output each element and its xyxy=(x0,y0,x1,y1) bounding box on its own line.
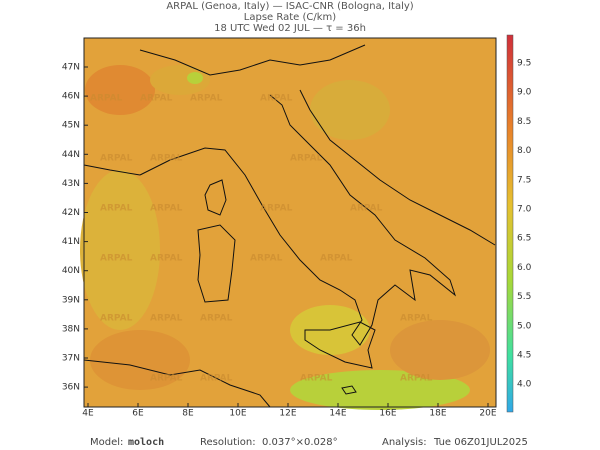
header-line: 18 UTC Wed 02 JUL — τ = 36h xyxy=(214,23,366,34)
field-patch xyxy=(310,80,390,140)
watermark: ARPAL xyxy=(100,254,133,264)
field-patch xyxy=(187,72,203,84)
watermark: ARPAL xyxy=(150,374,183,384)
lat-label: 41N xyxy=(62,237,80,247)
watermark: ARPAL xyxy=(260,94,293,104)
coast-africa xyxy=(83,359,271,408)
lon-label: 16E xyxy=(379,409,396,419)
coast-balkan xyxy=(299,89,496,246)
footer-value: moloch xyxy=(128,437,164,448)
colorbar-label: 9.0 xyxy=(517,88,532,98)
colorbar-label: 4.0 xyxy=(517,380,532,390)
watermark: ARPAL xyxy=(150,204,183,214)
lat-label: 38N xyxy=(62,324,80,334)
watermark: ARPAL xyxy=(250,254,283,264)
coast-italy xyxy=(139,94,457,346)
map-ticks: 47N 46N 45N 44N 43N 42N 41N 40N 39N 38N 37N 36N 4E 6E… xyxy=(62,63,497,419)
lat-label: 37N xyxy=(62,354,80,364)
header-line: ARPAL (Genoa, Italy) — ISAC-CNR (Bologna… xyxy=(166,1,413,12)
coast-corsica xyxy=(204,179,227,216)
lon-label: 14E xyxy=(329,409,346,419)
header-line: Lapse Rate (C/km) xyxy=(244,12,336,23)
colorbar-labels: 9.5 9.0 8.5 8.0 7.5 7.0 6.5 6.0 5.5 5.0 4.5 4.0 xyxy=(517,59,532,390)
lat-label: 46N xyxy=(62,92,80,102)
colorbar xyxy=(506,34,514,413)
watermark: ARPAL xyxy=(200,374,233,384)
coast-sardinia xyxy=(197,224,236,303)
watermark: ARPAL xyxy=(200,314,233,324)
footer-label: Analysis: xyxy=(382,437,427,448)
colorbar-label: 7.0 xyxy=(517,205,532,215)
field-patch xyxy=(85,65,155,115)
watermark: ARPAL xyxy=(90,94,123,104)
coast-france xyxy=(83,164,141,176)
border-alps xyxy=(139,44,366,76)
lon-label: 8E xyxy=(182,409,194,419)
lon-label: 10E xyxy=(229,409,246,419)
footer-value: 0.037°×0.028° xyxy=(262,437,338,448)
colorbar-label: 8.5 xyxy=(517,117,531,127)
coast-malta xyxy=(341,385,357,395)
coast-sicily xyxy=(304,321,376,369)
field-patch xyxy=(290,370,470,410)
lon-label: 12E xyxy=(279,409,296,419)
watermark: ARPAL xyxy=(290,154,323,164)
lat-label: 39N xyxy=(62,295,80,305)
field-patch xyxy=(390,320,490,380)
lon-label: 20E xyxy=(479,409,496,419)
field-patch xyxy=(80,170,160,330)
watermark: ARPAL xyxy=(320,254,353,264)
watermark: ARPAL xyxy=(190,94,223,104)
coastlines xyxy=(83,44,496,408)
map-frame xyxy=(83,37,497,408)
watermark: ARPAL xyxy=(100,154,133,164)
watermark: ARPAL xyxy=(100,314,133,324)
colorbar-label: 4.5 xyxy=(517,351,531,361)
lat-label: 43N xyxy=(62,179,80,189)
watermark: ARPAL xyxy=(150,154,183,164)
footer-label: Resolution: xyxy=(200,437,256,448)
watermark: ARPAL xyxy=(140,94,173,104)
colorbar-label: 5.5 xyxy=(517,292,531,302)
lat-label: 40N xyxy=(62,266,80,276)
lat-label: 42N xyxy=(62,208,80,218)
watermark: ARPAL xyxy=(400,314,433,324)
footer-label: Model: xyxy=(90,437,123,448)
watermark: ARPAL xyxy=(150,254,183,264)
watermark: ARPAL xyxy=(260,204,293,214)
colorbar-label: 6.0 xyxy=(517,263,532,273)
colorbar-label: 7.5 xyxy=(517,175,531,185)
lon-label: 18E xyxy=(429,409,446,419)
watermark: ARPAL xyxy=(400,374,433,384)
lat-label: 36N xyxy=(62,383,80,393)
lon-label: 6E xyxy=(132,409,144,419)
colorbar-label: 9.5 xyxy=(517,59,531,69)
colorbar-label: 8.0 xyxy=(517,146,532,156)
watermark: ARPAL xyxy=(150,314,183,324)
watermarks: ARPAL ARPAL ARPAL ARPAL ARPAL ARPAL ARPAL ARPAL… xyxy=(90,94,433,384)
colorbar-label: 6.5 xyxy=(517,234,531,244)
watermark: ARPAL xyxy=(350,204,383,214)
lat-label: 47N xyxy=(62,63,80,73)
map-field xyxy=(80,38,496,410)
lon-label: 4E xyxy=(82,409,94,419)
field-patch xyxy=(90,330,190,390)
colorbar-label: 5.0 xyxy=(517,321,532,331)
watermark: ARPAL xyxy=(100,204,133,214)
lat-label: 44N xyxy=(62,150,80,160)
watermark: ARPAL xyxy=(300,374,333,384)
lat-label: 45N xyxy=(62,121,80,131)
footer-value: Tue 06Z01JUL2025 xyxy=(433,437,528,448)
